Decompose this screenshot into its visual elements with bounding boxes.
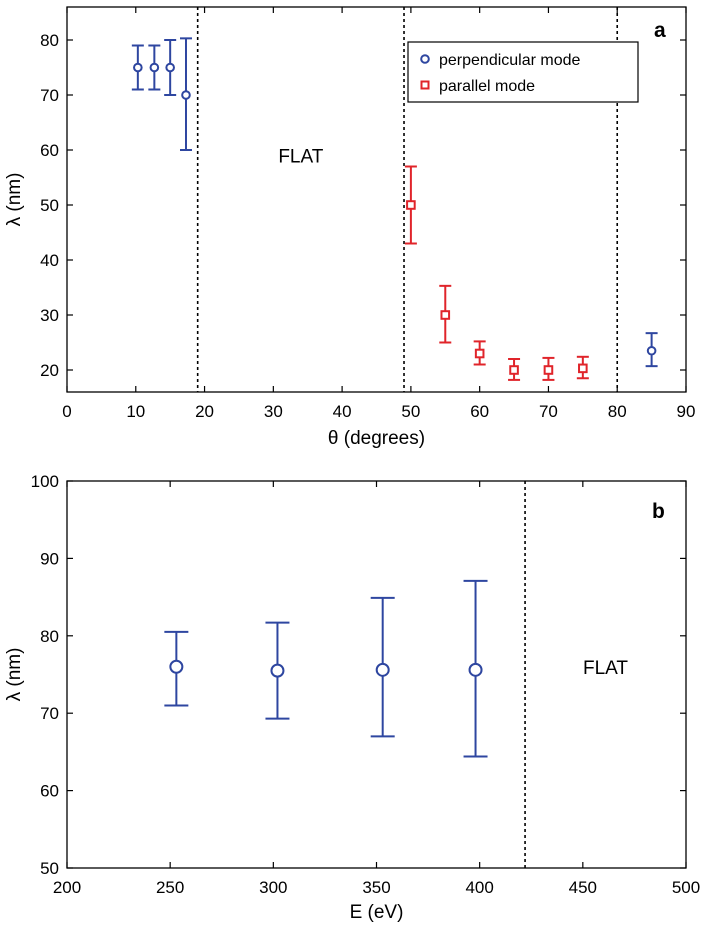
x-tick-label: 30: [264, 402, 283, 421]
region-label-flat: FLAT: [278, 147, 323, 168]
legend-marker-square: [420, 80, 430, 90]
legend: perpendicular mode parallel mode: [407, 41, 639, 103]
marker-square: [543, 365, 554, 375]
x-tick-label: 350: [362, 878, 390, 897]
data-point: [164, 630, 189, 707]
marker-circle: [165, 62, 175, 73]
marker-circle: [270, 663, 285, 678]
y-tick-label: 60: [40, 782, 59, 801]
x-tick-label: 40: [333, 402, 352, 421]
marker-circle: [181, 90, 191, 100]
y-tick-label: 50: [40, 859, 59, 878]
y-tick-label: 80: [40, 627, 59, 646]
y-tick-label: 70: [40, 86, 59, 105]
x-tick-label: 70: [539, 402, 558, 421]
data-point: [508, 358, 521, 381]
x-tick-label: 0: [62, 402, 71, 421]
y-tick-label: 80: [40, 31, 59, 50]
legend-marker-circle: [420, 54, 430, 64]
x-tick-label: 250: [156, 878, 184, 897]
marker-circle: [149, 62, 160, 73]
data-point: [463, 579, 488, 758]
data-point: [179, 37, 192, 151]
x-tick-label: 20: [195, 402, 214, 421]
x-axis-label: θ (degrees): [328, 428, 425, 449]
marker-circle: [646, 345, 657, 356]
y-tick-label: 90: [40, 549, 59, 568]
marker-square: [474, 348, 485, 359]
chart-panel-a: 0 10 20 30 40 50 60 70 80 90 20 30 40 50 60 70 80 θ (degr…: [4, 6, 696, 449]
panel-letter: b: [652, 500, 665, 523]
legend-box: [407, 41, 639, 103]
data-point: [542, 356, 555, 381]
marker-square: [406, 200, 416, 210]
x-tick-label: 60: [470, 402, 489, 421]
x-tick-label: 10: [126, 402, 145, 421]
y-tick-label: 50: [40, 196, 59, 215]
y-tick-label: 70: [40, 704, 59, 723]
series-parallel-mode: [404, 165, 589, 381]
y-tick-label: 30: [40, 306, 59, 325]
series-perpendicular-mode: [131, 37, 658, 368]
region-label-flat: FLAT: [583, 658, 628, 679]
x-tick-label: 80: [608, 402, 627, 421]
data-point: [131, 44, 144, 91]
chart-panel-b: 200 250 300 350 400 450 500 50 60 70 80 90 100 E (eV)…: [4, 472, 700, 923]
y-tick-label: 60: [40, 141, 59, 160]
x-tick-label: 90: [677, 402, 696, 421]
y-tick-label: 100: [31, 472, 59, 491]
legend-entry-label: parallel mode: [439, 78, 535, 95]
marker-square: [440, 310, 451, 320]
data-point: [265, 621, 290, 720]
data-point: [576, 355, 589, 380]
x-tick-label: 50: [401, 402, 420, 421]
series-data: [164, 579, 488, 758]
data-point: [645, 332, 658, 368]
marker-circle: [468, 662, 483, 677]
marker-circle: [169, 659, 184, 674]
x-axis-label: E (eV): [350, 902, 404, 923]
x-tick-label: 200: [53, 878, 81, 897]
marker-square: [578, 363, 588, 374]
x-tick-label: 450: [569, 878, 597, 897]
x-tick-label: 400: [465, 878, 493, 897]
x-tick-label: 300: [259, 878, 287, 897]
y-axis-label: λ (nm): [4, 173, 25, 227]
x-tick-label: 500: [672, 878, 700, 897]
plot-frame: [66, 6, 687, 393]
marker-square: [509, 365, 519, 375]
panel-letter: a: [654, 19, 666, 42]
marker-circle: [133, 62, 143, 73]
data-point: [473, 340, 486, 366]
data-point: [404, 165, 417, 245]
data-point: [439, 284, 452, 344]
y-axis-label: λ (nm): [4, 648, 25, 702]
y-tick-label: 20: [40, 361, 59, 380]
data-point: [164, 39, 177, 96]
y-tick-label: 40: [40, 251, 59, 270]
data-point: [370, 596, 395, 738]
legend-entry-label: perpendicular mode: [439, 52, 581, 69]
marker-circle: [375, 662, 390, 677]
data-point: [148, 44, 161, 91]
